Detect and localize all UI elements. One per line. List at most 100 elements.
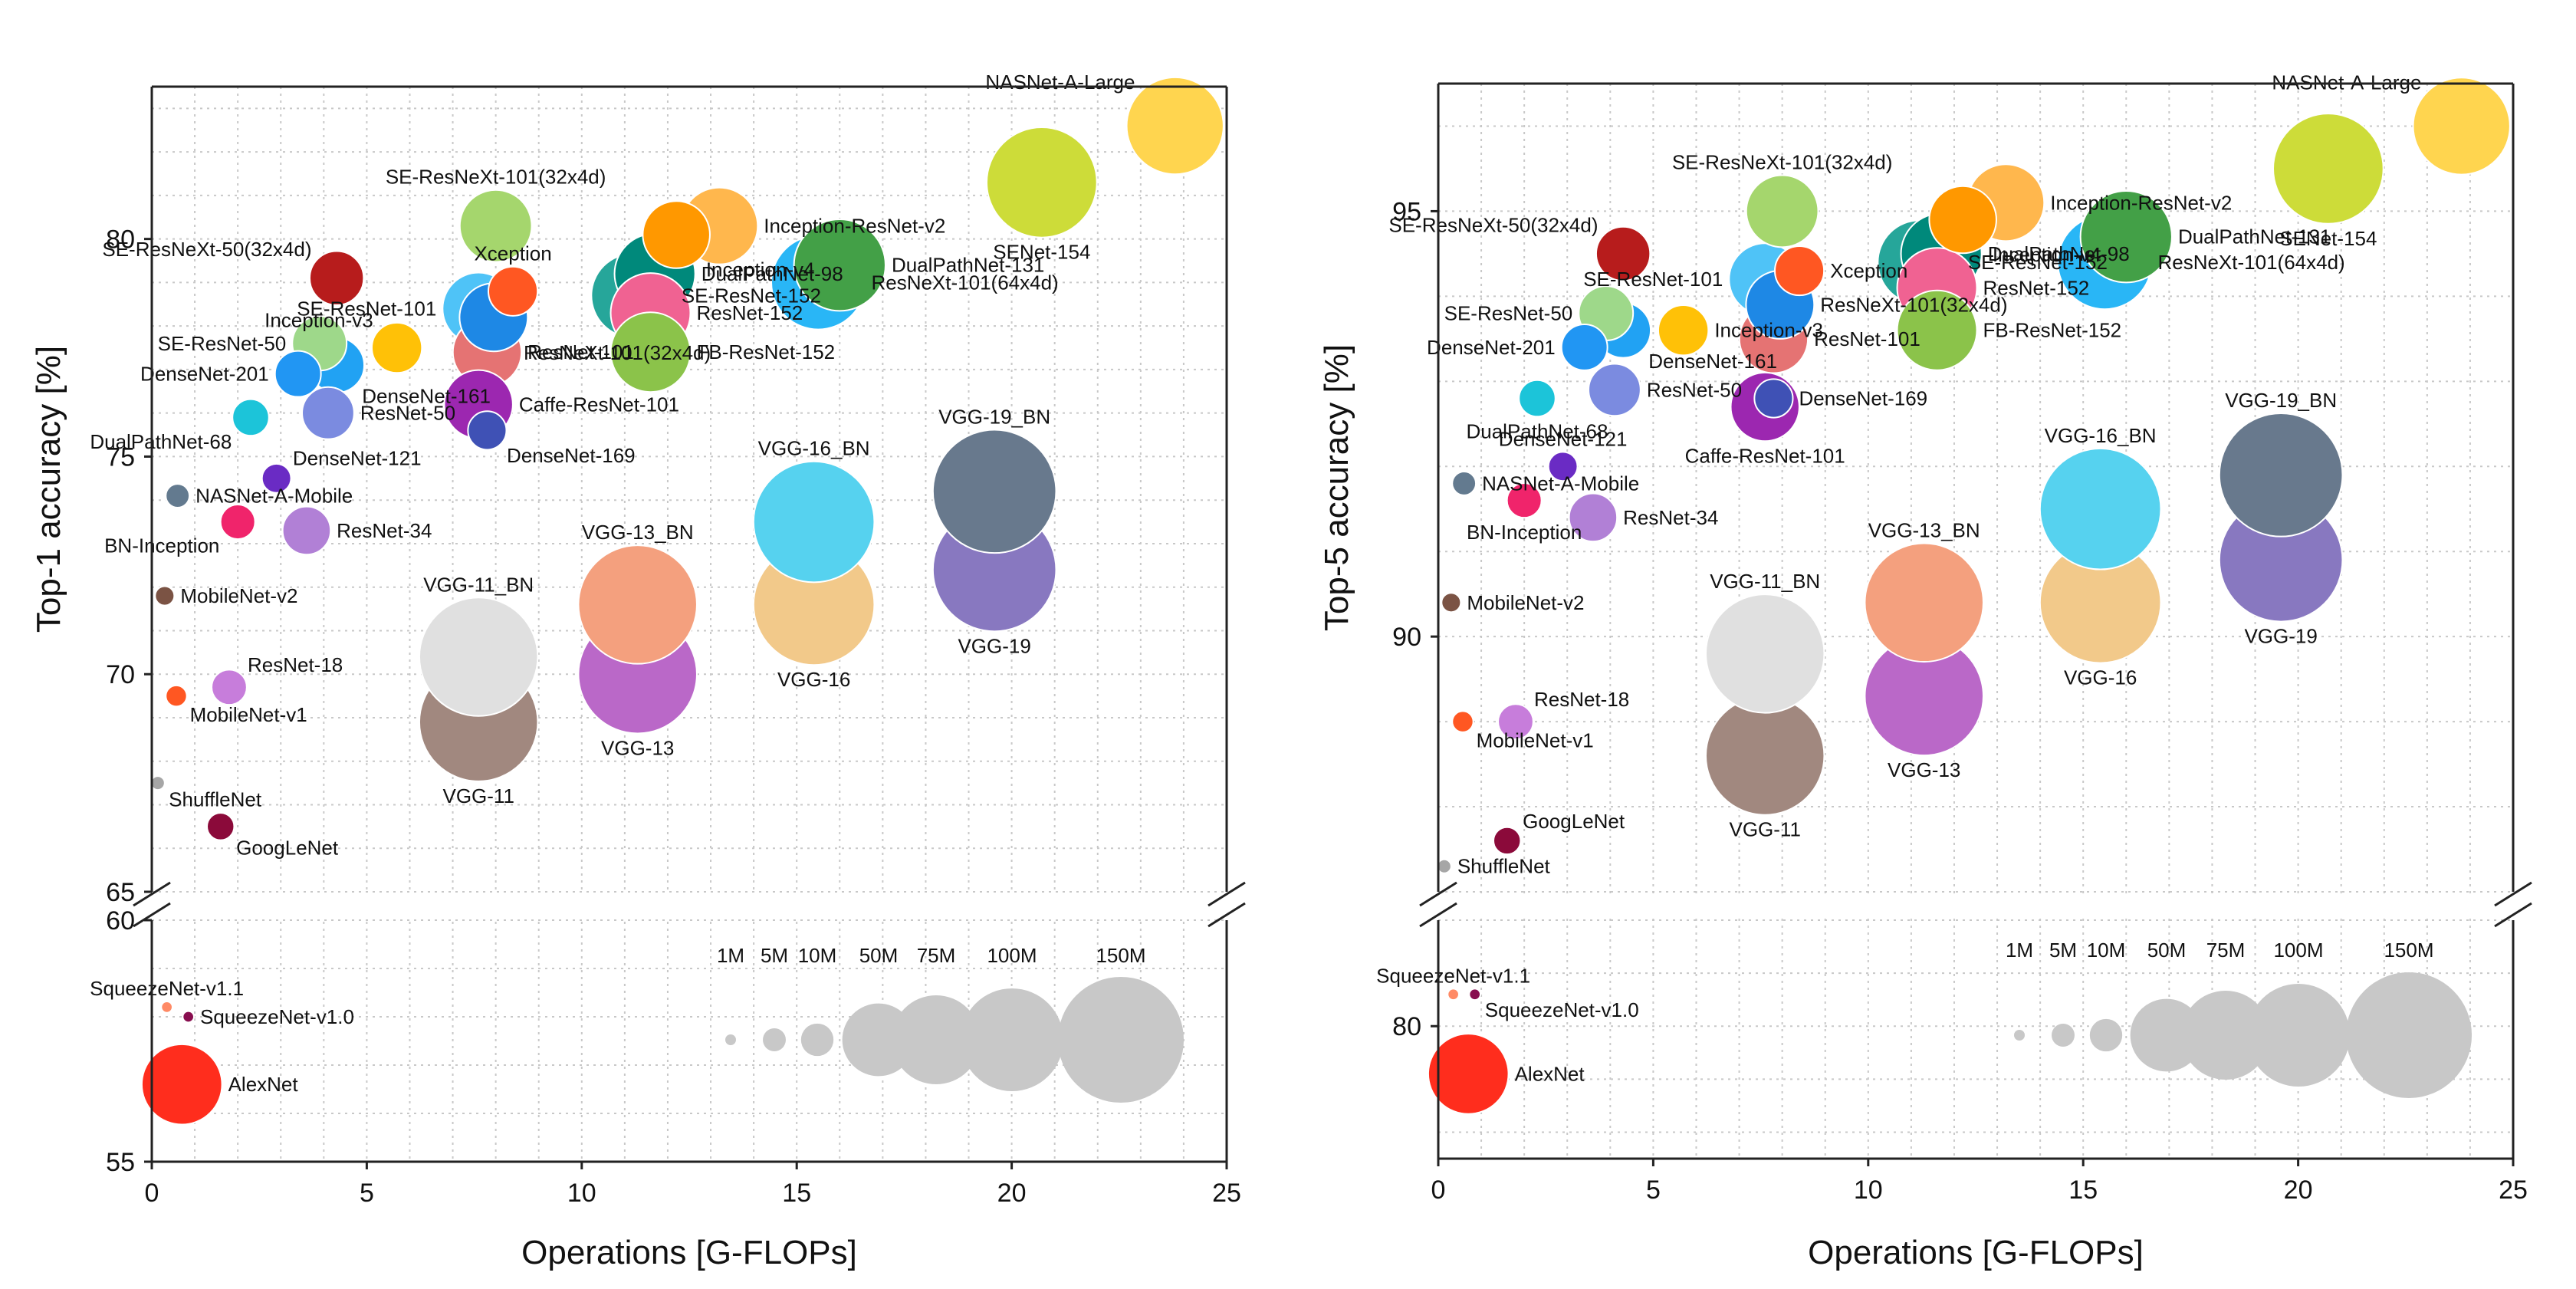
point-se-resnext-50-32x4d[interactable]	[308, 250, 365, 306]
point-vgg-11-bn[interactable]	[1704, 594, 1825, 714]
point-label-se-resnext-101-32x4d: SE-ResNeXt-101(32x4d)	[386, 166, 606, 189]
point-senet-154[interactable]	[2272, 113, 2384, 225]
point-resnet-50[interactable]	[301, 386, 355, 440]
point-mobilenet-v2[interactable]	[154, 585, 176, 607]
point-inception-v4[interactable]	[642, 200, 711, 269]
point-resnet-34[interactable]	[1568, 492, 1618, 543]
point-se-resnext-101-32x4d[interactable]	[458, 189, 533, 263]
point-vgg-16-bn[interactable]	[2039, 447, 2162, 571]
point-label-densenet-169: DenseNet-169	[507, 444, 636, 467]
point-googlenet[interactable]	[1493, 826, 1522, 856]
point-vgg-19-bn[interactable]	[2218, 413, 2344, 538]
point-resnet-18[interactable]	[1497, 703, 1534, 741]
point-nasnet-a-large[interactable]	[2412, 77, 2511, 176]
point-dualpathnet-68[interactable]	[1518, 379, 1556, 418]
point-mobilenet-v1[interactable]	[165, 684, 188, 708]
point-shufflenet[interactable]	[150, 775, 166, 791]
legend-label-10m: 10M	[798, 944, 837, 967]
y-tick-label: 75	[106, 442, 135, 472]
point-label-vgg-13-bn: VGG-13_BN	[1868, 519, 1980, 542]
point-dualpathnet-131[interactable]	[2079, 190, 2173, 284]
point-inception-v4[interactable]	[1928, 185, 1997, 255]
point-label-se-resnet-50: SE-ResNet-50	[158, 332, 287, 355]
point-squeezenet-v1-1[interactable]	[160, 1001, 173, 1014]
point-densenet-201[interactable]	[274, 350, 322, 398]
point-squeezenet-v1-1[interactable]	[1447, 988, 1460, 1001]
point-mobilenet-v1[interactable]	[1451, 710, 1474, 733]
point-alexnet[interactable]	[140, 1043, 223, 1126]
point-densenet-169[interactable]	[467, 410, 508, 451]
point-label-resnext-101-32x4d: ResNeXt-101(32x4d)	[524, 341, 711, 364]
axis-break-band	[1434, 893, 2518, 919]
point-label-inception-resnet-v2: Inception-ResNet-v2	[2050, 191, 2232, 214]
point-vgg-13-bn[interactable]	[1864, 542, 1984, 663]
x-tick-label: 10	[1854, 1176, 1883, 1205]
point-label-inception-v4: Inception-v4	[706, 258, 815, 281]
point-vgg-16-bn[interactable]	[752, 460, 876, 584]
point-bn-inception[interactable]	[1506, 482, 1543, 519]
point-xception[interactable]	[488, 265, 539, 317]
point-resnet-34[interactable]	[281, 505, 332, 556]
legend-label-100m: 100M	[2273, 939, 2323, 962]
point-label-densenet-201: DenseNet-201	[140, 363, 269, 386]
point-se-resnext-50-32x4d[interactable]	[1595, 225, 1651, 282]
point-xception[interactable]	[1774, 245, 1825, 297]
point-vgg-11-bn[interactable]	[418, 597, 539, 717]
y-tick-label: 80	[1392, 1012, 1421, 1041]
y-tick-label: 55	[106, 1148, 135, 1177]
point-label-mobilenet-v1: MobileNet-v1	[190, 703, 307, 726]
point-se-resnext-101-32x4d[interactable]	[1745, 174, 1819, 248]
point-nasnet-a-large[interactable]	[1125, 76, 1224, 176]
point-label-squeezenet-v1-1: SqueezeNet-v1.1	[90, 977, 244, 1000]
point-fb-resnet-152[interactable]	[610, 311, 692, 393]
point-dualpathnet-131[interactable]	[793, 219, 886, 312]
point-label-inception-v4: Inception-v4	[1993, 243, 2101, 266]
point-label-resnet-34: ResNet-34	[1623, 506, 1718, 529]
point-senet-154[interactable]	[986, 127, 1098, 238]
point-label-se-resnext-50-32x4d: SE-ResNeXt-50(32x4d)	[102, 238, 311, 261]
point-labels: AlexNet SqueezeNet-v1.1 SqueezeNet-v1.0 Shu…	[90, 71, 1135, 1096]
point-googlenet[interactable]	[206, 812, 235, 841]
break-mark-left	[133, 902, 171, 928]
point-alexnet[interactable]	[1427, 1033, 1510, 1115]
point-mobilenet-v2[interactable]	[1441, 592, 1462, 613]
point-bn-inception[interactable]	[219, 504, 256, 541]
point-label-dualpathnet-98: DualPathNet-98	[702, 262, 843, 285]
point-inception-v3[interactable]	[370, 321, 423, 374]
point-nasnet-a-mobile[interactable]	[165, 483, 191, 508]
point-resnet-18[interactable]	[211, 669, 248, 706]
point-resnet-50[interactable]	[1588, 363, 1641, 417]
point-vgg-19-bn[interactable]	[932, 429, 1057, 554]
point-squeezenet-v1-0[interactable]	[182, 1010, 196, 1024]
point-dualpathnet-68[interactable]	[232, 398, 270, 437]
point-label-inception-v3: Inception-v3	[1714, 319, 1823, 342]
point-fb-resnet-152[interactable]	[1896, 289, 1978, 371]
point-label-resnet-18: ResNet-18	[248, 653, 343, 676]
point-label-resnet-34: ResNet-34	[337, 519, 432, 542]
point-label-bn-inception: BN-Inception	[1467, 521, 1582, 544]
point-shufflenet[interactable]	[1436, 858, 1452, 874]
plot-frame	[133, 85, 1246, 1163]
x-tick-label: 5	[1646, 1176, 1661, 1205]
point-label-se-resnet-101: SE-ResNet-101	[1583, 268, 1723, 291]
point-label-vgg-16: VGG-16	[2064, 666, 2137, 689]
legend-bubble-100m	[2247, 984, 2350, 1087]
point-nasnet-a-mobile[interactable]	[1451, 471, 1477, 496]
y-tick-label: 90	[1392, 623, 1421, 652]
point-label-se-resnet-50: SE-ResNet-50	[1444, 302, 1573, 325]
point-densenet-169[interactable]	[1753, 378, 1794, 419]
x-tick-label: 0	[1431, 1176, 1446, 1205]
point-squeezenet-v1-0[interactable]	[1468, 988, 1482, 1001]
point-densenet-121[interactable]	[1547, 451, 1579, 482]
legend-label-10m: 10M	[2087, 939, 2126, 962]
point-label-nasnet-a-mobile: NASNet-A-Mobile	[196, 485, 353, 508]
point-densenet-121[interactable]	[261, 462, 292, 494]
point-densenet-201[interactable]	[1560, 323, 1608, 371]
point-label-inception-resnet-v2: Inception-ResNet-v2	[764, 215, 945, 238]
point-vgg-11[interactable]	[1704, 695, 1825, 816]
point-label-xception: Xception	[474, 242, 551, 265]
point-inception-v3[interactable]	[1657, 304, 1710, 357]
point-vgg-13-bn[interactable]	[577, 544, 698, 665]
point-label-resnet-18: ResNet-18	[1534, 688, 1629, 711]
